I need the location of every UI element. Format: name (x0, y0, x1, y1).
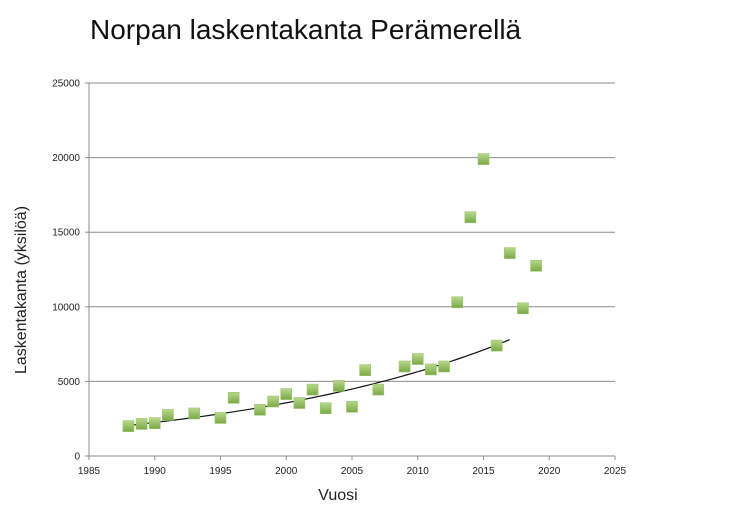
data-point (372, 383, 385, 396)
trendline-layer (128, 339, 511, 427)
data-point (530, 259, 542, 272)
x-tick-label: 2010 (407, 466, 430, 477)
gridlines (89, 82, 615, 382)
data-point (293, 397, 306, 409)
chart-title: Norpan laskentakanta Perämerellä (90, 14, 522, 45)
x-tick-label: 1995 (209, 466, 232, 477)
data-point (135, 418, 148, 430)
data-point (517, 302, 529, 315)
data-point (333, 380, 345, 392)
x-tick-label: 2020 (538, 466, 561, 477)
data-point (188, 407, 200, 420)
data-point (148, 417, 161, 429)
data-point (267, 395, 279, 408)
x-tick-label: 2025 (604, 466, 627, 477)
data-point (359, 364, 371, 377)
data-point (227, 392, 240, 404)
data-point (254, 403, 266, 416)
data-point (319, 402, 332, 415)
y-tick-labels: 0 5000 10000 15000 20000 25000 (52, 79, 80, 463)
y-tick-label: 20000 (52, 153, 80, 164)
y-tick-label: 0 (74, 452, 80, 463)
y-axis-title: Laskentakanta (yksilöä) (13, 206, 30, 374)
x-tick-labels: 1985 1990 1995 2000 2005 2010 2015 2020 2025 (78, 466, 627, 477)
data-point (490, 339, 503, 352)
data-point (122, 420, 135, 432)
data-point (425, 363, 437, 376)
y-tick-label: 25000 (52, 79, 80, 90)
x-tick-label: 1990 (144, 466, 167, 477)
x-axis-title: Vuosi (318, 487, 357, 504)
data-point (451, 296, 464, 309)
x-tick-label: 2005 (341, 466, 364, 477)
y-tick-label: 5000 (58, 377, 81, 388)
data-point (346, 400, 358, 413)
x-tick-label: 2015 (472, 466, 495, 477)
x-tick-label: 2000 (275, 466, 298, 477)
x-tick-label: 1985 (78, 466, 101, 477)
data-point (306, 383, 319, 396)
axes (85, 82, 616, 460)
y-tick-label: 15000 (52, 228, 80, 239)
y-tick-label: 10000 (52, 302, 80, 313)
data-point (438, 360, 450, 373)
trendline (128, 339, 511, 427)
data-point (398, 360, 411, 373)
data-point (214, 412, 227, 424)
data-point (503, 247, 516, 259)
data-point (280, 388, 293, 400)
data-point (411, 353, 424, 365)
data-point (162, 409, 174, 421)
data-point (464, 211, 477, 224)
data-point (477, 153, 490, 165)
data-points (122, 153, 542, 432)
